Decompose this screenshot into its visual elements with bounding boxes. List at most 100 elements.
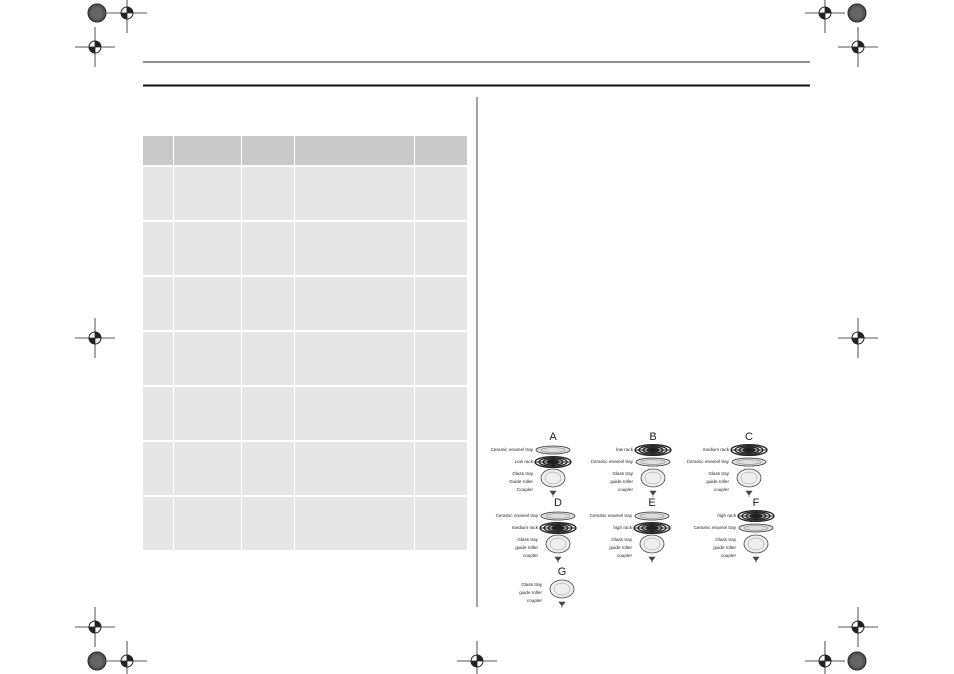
table-header-cell [143,136,173,165]
table [143,136,467,550]
table-cell [174,387,241,440]
glass-tray [639,534,665,554]
table-cell [174,442,241,495]
table-cell [143,222,173,275]
glass-tray-inner [644,471,662,485]
table-cell [242,277,294,330]
table-cell [415,277,467,330]
enamel-tray-inner [736,459,762,465]
table-cell [295,167,414,220]
diagram-letter: F [753,497,760,509]
part-label: coupler [714,487,730,492]
table-cell [174,167,241,220]
diagram-letter: E [648,497,655,509]
glass-tray-inner [549,537,567,551]
diagram-letter: B [649,431,656,443]
table-cell [143,442,173,495]
part-label: Low rack [515,459,534,464]
table-cell [143,387,173,440]
part-label: guide roller [609,545,632,550]
part-label: Ceramic enamel tray [491,447,534,452]
table-cell [242,222,294,275]
part-label: medium rack [703,447,730,452]
table-cell [295,277,414,330]
part-label: Ceramic enamel tray [591,459,634,464]
part-label: guide roller [713,545,736,550]
part-label: Ceramic enamel tray [590,513,633,518]
table-cell [415,222,467,275]
table-cell [143,332,173,385]
part-label: coupler [617,553,633,558]
table-cell [143,167,173,220]
part-label: Glass tray [512,471,533,476]
rack-diagrams: A Ceramic enamel tray Low rack Glass tray Gu… [491,431,775,608]
table-cell [295,332,414,385]
glass-tray [549,579,575,599]
part-label: Ceramic enamel tray [496,513,539,518]
table-cell [242,332,294,385]
coupler [549,490,557,497]
enamel-tray-inner [639,513,665,519]
part-label: Ceramic enamel tray [687,459,730,464]
coupler [745,490,753,497]
diagram-letter: A [549,431,557,443]
table-header-cell [295,136,414,165]
part-label: coupler [721,553,737,558]
enamel-tray-inner [640,459,666,465]
table-cell [295,222,414,275]
glass-tray-inner [553,582,571,596]
glass-tray [540,468,566,488]
part-label: guide roller [515,545,538,550]
enamel-tray-inner [743,525,769,531]
glass-tray [736,468,762,488]
table-cell [174,277,241,330]
part-label: coupler [527,598,543,603]
part-label: Coupler [517,487,534,492]
coupler [558,601,566,608]
table-cell [242,497,294,550]
part-label: coupler [618,487,634,492]
table-cell [143,277,173,330]
part-label: high rack [613,525,632,530]
coupler [648,556,656,563]
glass-tray [640,468,666,488]
coupler [752,556,760,563]
part-label: Glass tray [611,537,632,542]
table-cell [295,497,414,550]
table-cell [174,222,241,275]
part-label: low rack [616,447,634,452]
glass-tray-inner [740,471,758,485]
part-label: Glass tray [612,471,633,476]
coupler [554,556,562,563]
part-label: coupler [523,553,539,558]
part-label: medium rack [512,525,539,530]
table-cell [295,442,414,495]
part-label: guide roller [706,479,729,484]
table-cell [415,442,467,495]
table-cell [174,497,241,550]
table-cell [143,497,173,550]
table-cell [415,497,467,550]
enamel-tray-inner [540,447,566,453]
diagram-letter: D [554,497,562,509]
table-header-cell [174,136,241,165]
diagram-letter: C [745,431,753,443]
part-label: Glass tray [521,582,542,587]
glass-tray-inner [544,471,562,485]
table-cell [415,332,467,385]
table-cell [415,387,467,440]
part-label: Glass tray [715,537,736,542]
table-cell [242,387,294,440]
part-label: guide roller [519,590,542,595]
part-label: Ceramic enamel tray [694,525,737,530]
glass-tray-inner [643,537,661,551]
diagram-letter: G [558,566,567,578]
part-label: Guide roller [509,479,533,484]
table-cell [242,442,294,495]
glass-tray-inner [747,537,765,551]
part-label: guide roller [610,479,633,484]
table-header-cell [415,136,467,165]
table-cell [415,167,467,220]
table-cell [174,332,241,385]
